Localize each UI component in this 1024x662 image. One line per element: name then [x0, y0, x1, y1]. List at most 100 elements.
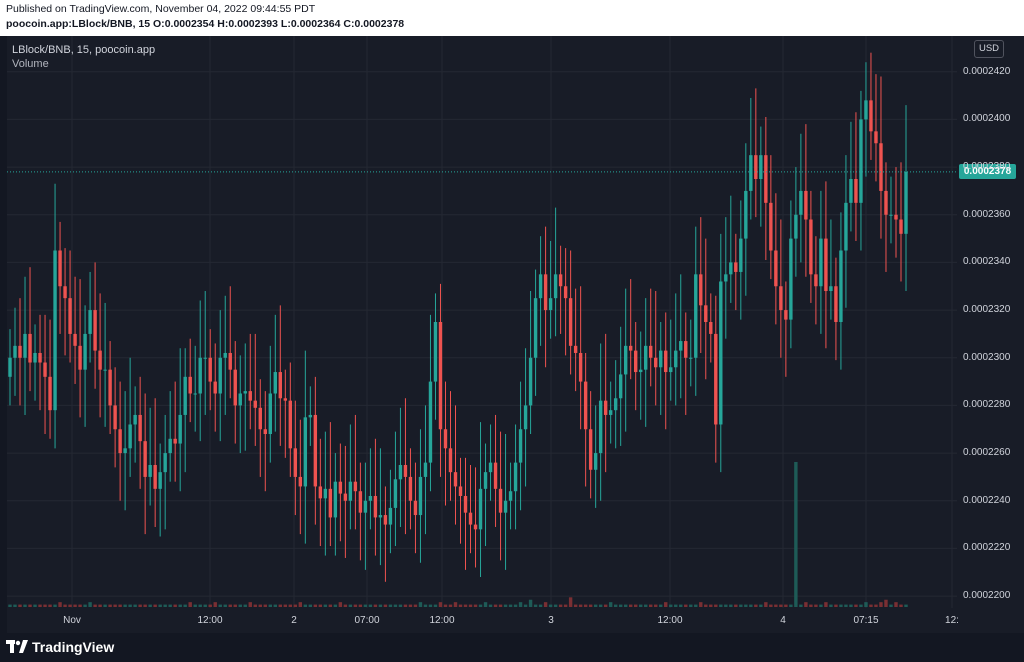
candle-body — [633, 350, 638, 373]
tradingview-logo-icon — [6, 640, 28, 653]
candle-body — [699, 274, 703, 306]
volume-bar — [438, 602, 443, 607]
currency-button[interactable]: USD — [974, 40, 1004, 58]
volume-bar — [253, 604, 257, 607]
candle-body — [13, 345, 17, 358]
volume-bar — [869, 604, 873, 607]
volume-bar — [789, 604, 793, 607]
time-tick-label: 3 — [548, 615, 554, 626]
volume-legend: Volume — [12, 58, 49, 70]
candle-body — [333, 481, 338, 518]
candle-body — [223, 352, 227, 358]
time-scale[interactable] — [7, 608, 1024, 633]
candle-body — [784, 310, 788, 320]
volume-bar — [353, 604, 358, 607]
volume-bar — [248, 602, 252, 607]
volume-bar — [283, 604, 288, 607]
volume-bar — [819, 604, 823, 607]
volume-bar — [38, 604, 42, 607]
candle-body — [764, 155, 768, 203]
volume-bar — [593, 604, 598, 607]
price-scale[interactable] — [957, 36, 1024, 608]
volume-bar — [628, 604, 633, 607]
volume-bar — [213, 602, 217, 607]
volume-bar — [443, 604, 448, 607]
volume-bar — [654, 604, 658, 607]
chart-legend-title: LBlock/BNB, 15, poocoin.app — [12, 44, 156, 56]
candle-body — [724, 274, 728, 282]
volume-bar — [13, 604, 17, 607]
volume-bar — [158, 604, 162, 607]
candle-body — [383, 515, 388, 525]
candle-body — [864, 100, 868, 120]
tradingview-logo[interactable]: TradingView — [6, 639, 114, 655]
price-tick-label: 0.0002340 — [963, 256, 1011, 268]
candle-body — [468, 512, 473, 525]
candle-body — [674, 350, 678, 368]
volume-bar — [408, 604, 413, 607]
volume-bar — [278, 604, 283, 607]
volume-bar — [463, 604, 468, 607]
candle-body — [894, 214, 898, 220]
volume-bar — [458, 604, 463, 607]
volume-bar — [78, 604, 82, 607]
volume-bar — [573, 604, 578, 607]
current-price-label: 0.0002378 — [959, 164, 1016, 180]
volume-bar — [468, 604, 473, 607]
volume-bar — [123, 604, 127, 607]
volume-bar — [684, 604, 688, 607]
candle-body — [428, 381, 433, 463]
candle-body — [568, 298, 573, 346]
volume-bar — [103, 604, 107, 607]
candle-body — [378, 515, 383, 518]
symbol-line: poocoin.app:LBlock/BNB, 15 — [6, 18, 151, 30]
volume-bar — [53, 604, 57, 607]
candle-body — [28, 333, 32, 363]
volume-bar — [904, 604, 908, 607]
candle-body — [739, 238, 743, 272]
volume-bar — [373, 604, 378, 607]
volume-bar — [649, 604, 653, 607]
volume-bar — [859, 604, 863, 607]
candle-body — [518, 429, 523, 463]
volume-bar — [188, 602, 192, 607]
candle-body — [523, 405, 528, 430]
candle-body — [478, 488, 483, 530]
volume-bar — [704, 604, 708, 607]
volume-bar — [363, 604, 368, 607]
candle-body — [588, 429, 593, 470]
candle-body — [859, 119, 863, 203]
brand-name: TradingView — [32, 639, 115, 655]
price-tick-label: 0.0002280 — [963, 399, 1011, 411]
candle-body — [714, 333, 718, 425]
volume-bar — [63, 604, 67, 607]
candle-body — [463, 495, 468, 513]
high-value: 0.0002393 — [228, 18, 278, 30]
candle-body — [689, 357, 693, 359]
candle-body — [543, 274, 548, 311]
candle-body — [358, 491, 363, 513]
candle-body — [238, 393, 242, 406]
volume-bar — [318, 604, 323, 607]
candle-body — [143, 441, 147, 477]
volume-bar — [393, 604, 398, 607]
volume-bar — [488, 604, 493, 607]
candle-body — [188, 376, 192, 394]
candle-body — [433, 322, 438, 382]
candle-body — [804, 190, 808, 220]
candle-body — [503, 500, 508, 513]
candle-body — [854, 179, 858, 203]
volume-bar — [478, 604, 483, 607]
candle-body — [734, 262, 738, 272]
candle-body — [578, 352, 583, 382]
volume-bar — [603, 604, 608, 607]
volume-bar — [348, 604, 353, 607]
volume-bar — [263, 604, 267, 607]
time-tick-label: 12:00 — [429, 615, 455, 626]
price-tick-label: 0.0002240 — [963, 494, 1011, 506]
volume-bar — [774, 604, 778, 607]
candle-body — [178, 414, 182, 444]
candle-body — [493, 462, 498, 489]
candle-body — [538, 274, 543, 299]
